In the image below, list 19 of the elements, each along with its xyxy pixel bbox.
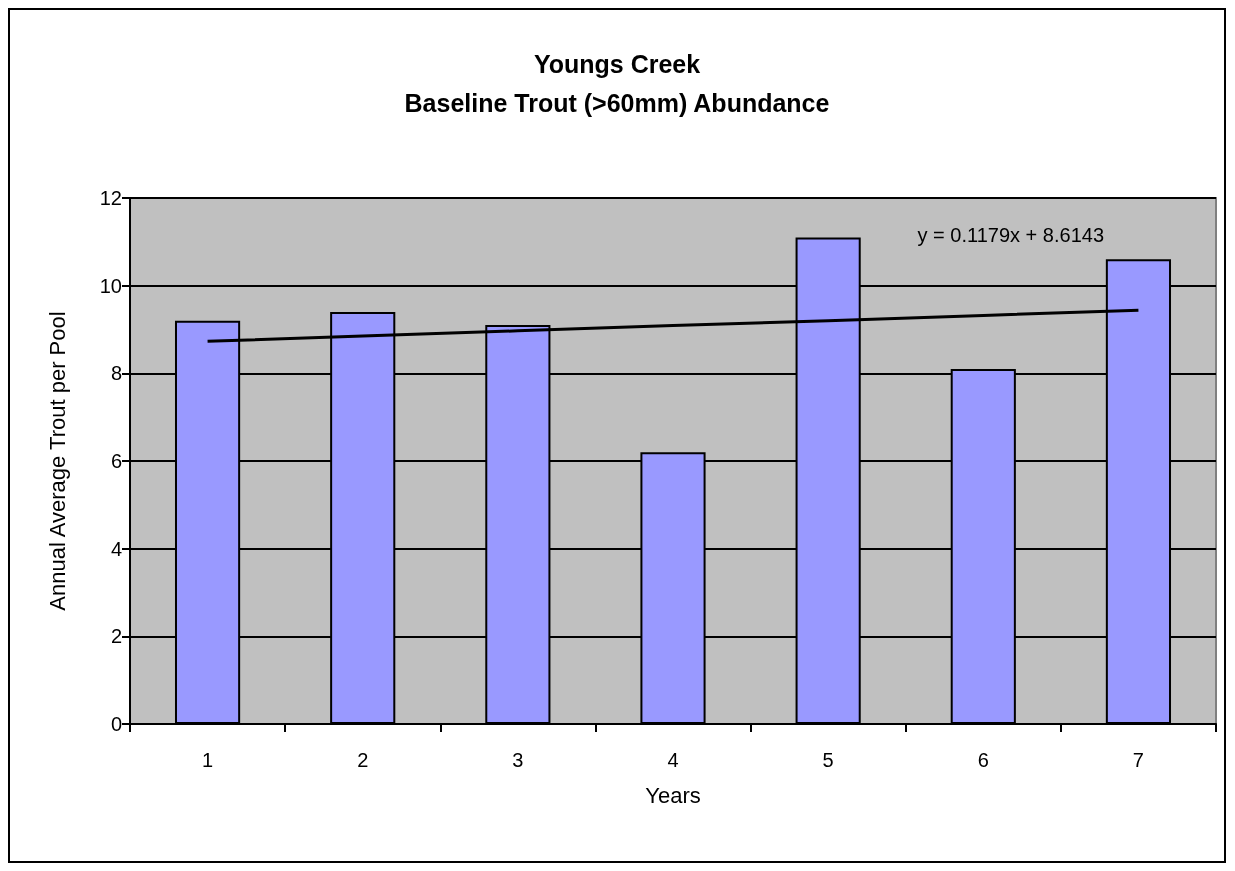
y-tick-label: 6 xyxy=(110,450,122,472)
x-tick-label: 6 xyxy=(977,749,989,771)
y-axis-title: Annual Average Trout per Pool xyxy=(44,311,70,611)
chart-subtitle: Baseline Trout (>60mm) Abundance xyxy=(404,88,830,117)
annotation: y = 0.1179x + 8.6143 xyxy=(917,224,1105,246)
y-tick-label: 12 xyxy=(99,187,122,209)
x-tick-label: 4 xyxy=(667,749,679,771)
y-tick-label: 8 xyxy=(110,362,122,385)
x-tick-label: 5 xyxy=(822,749,834,771)
x-tick-label: 2 xyxy=(357,749,369,771)
y-tick-label: 0 xyxy=(110,713,122,735)
y-tick-label: 4 xyxy=(110,537,122,560)
y-tick-label: 10 xyxy=(99,274,122,297)
x-tick-label: 7 xyxy=(1132,749,1144,771)
x-tick-label: 3 xyxy=(512,749,524,771)
chart-title: Youngs Creek xyxy=(533,49,701,78)
y-tick-label: 2 xyxy=(110,625,122,648)
x-tick-label: 1 xyxy=(202,749,214,771)
x-axis-title: Years xyxy=(645,782,701,808)
